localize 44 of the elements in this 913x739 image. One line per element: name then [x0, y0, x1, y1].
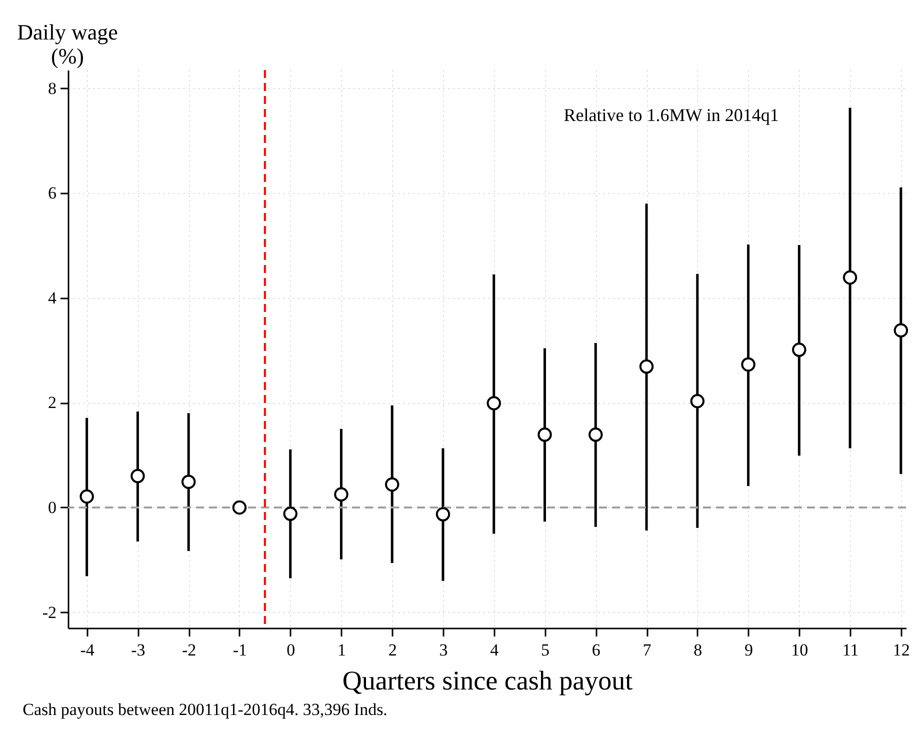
- x-tick-label: -3: [131, 640, 146, 660]
- x-tick-label: -1: [232, 640, 248, 660]
- point: [283, 506, 298, 521]
- y-tick-label: 4: [48, 288, 57, 308]
- y-axis-title: Daily wage (%): [17, 20, 118, 68]
- y-tick-label: 2: [48, 393, 56, 412]
- x-tick-label: -2: [182, 640, 196, 660]
- x-tick-label: 0: [286, 640, 296, 660]
- point: [384, 477, 400, 492]
- point: [639, 359, 654, 374]
- y-tick-label: 0: [48, 498, 56, 517]
- x-axis-title: Quarters since cash payout: [342, 666, 634, 696]
- point: [741, 357, 756, 372]
- x-tick-label: 10: [791, 640, 808, 660]
- y-tick-label: -2: [42, 602, 56, 622]
- x-tick-label: -4: [80, 640, 95, 660]
- point: [792, 342, 806, 357]
- text: Cash payouts between 20011q1-2016q4. 33,396 Inds.: [22, 700, 388, 719]
- point: [690, 394, 705, 408]
- point: [232, 500, 247, 515]
- x-tick-label: 12: [892, 640, 910, 660]
- point: [436, 507, 450, 522]
- point: [130, 468, 145, 484]
- x-tick-label: 11: [842, 640, 859, 660]
- x-tick-label: 2: [388, 640, 397, 660]
- point: [486, 396, 501, 410]
- y-tick-label: 8: [48, 78, 56, 98]
- x-tick-label: 4: [490, 640, 500, 660]
- x-tick-label: 1: [337, 640, 346, 660]
- x-tick-label: 7: [642, 640, 652, 660]
- x-tick-label: 3: [439, 640, 448, 660]
- point: [181, 474, 196, 489]
- point: [588, 428, 603, 442]
- x-tick-label: 5: [541, 640, 550, 660]
- point: [538, 428, 552, 442]
- point: [842, 270, 858, 285]
- point: [334, 487, 348, 502]
- x-tick-label: 6: [592, 640, 600, 660]
- point: [80, 489, 94, 504]
- x-tick-label: 8: [694, 640, 702, 660]
- point: [894, 323, 908, 338]
- x-tick-label: 9: [744, 640, 754, 660]
- y-tick-label: 6: [48, 184, 56, 203]
- annotation: Relative to 1.6MW in 2014q1: [564, 105, 779, 125]
